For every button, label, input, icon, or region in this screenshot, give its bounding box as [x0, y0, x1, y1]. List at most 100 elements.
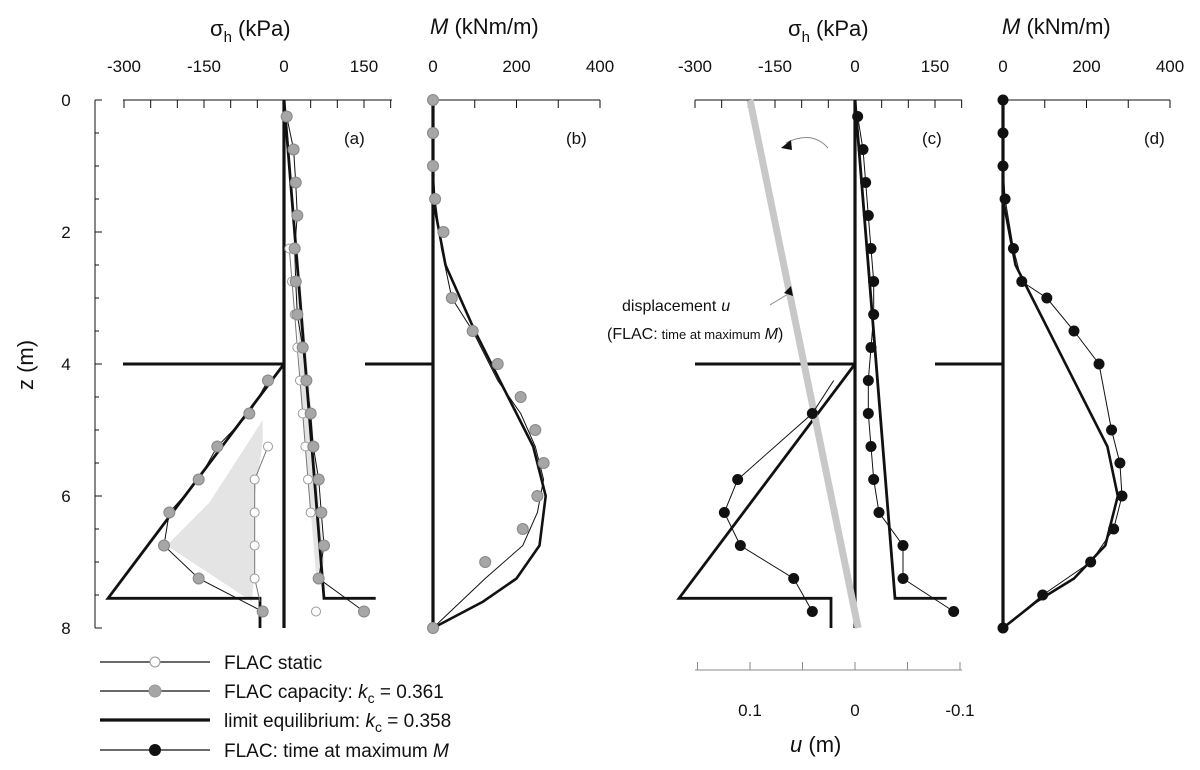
capacity-point-b	[427, 127, 439, 139]
capacity-point-a	[192, 572, 205, 585]
capacity-point-b	[479, 556, 492, 568]
maxM-point-c	[865, 342, 877, 353]
maxM-point-c	[788, 573, 800, 584]
legend-label-capacity: FLAC capacity: kc = 0.361	[224, 682, 444, 706]
maxM-point-d	[997, 127, 1009, 139]
x-axis-c-tick-label: 0	[850, 57, 859, 76]
limit-eq-passive-1	[676, 363, 857, 628]
shaded-active-region	[293, 199, 324, 576]
maxM-point-d	[997, 622, 1009, 634]
y-tick-label: 2	[61, 223, 70, 242]
capacity-point-a	[312, 572, 325, 585]
static-point-a	[249, 507, 260, 518]
capacity-point-a	[256, 605, 269, 618]
maxM-point-d	[1106, 424, 1118, 436]
capacity-point-b	[437, 226, 450, 238]
legend-marker-capacity	[148, 684, 162, 698]
axes: 0 2 4 6 8 -300 -150 0 150 0 200 400 -300 -150 0 150 0 200…	[61, 57, 1184, 720]
limit-eq-passive-0	[105, 363, 286, 628]
capacity-point-a	[262, 374, 275, 387]
annotation-arrowhead-top	[781, 140, 792, 150]
data-lines	[105, 99, 1123, 630]
legend-label-maxM: FLAC: time at maximum M	[224, 741, 449, 762]
x-axis-d-tick-label: 0	[998, 57, 1007, 76]
maxM-point-c	[718, 507, 730, 518]
limit-eq-moment-d	[1001, 100, 1120, 630]
u-axis-label: u (m)	[790, 732, 841, 757]
capacity-point-a	[291, 308, 304, 321]
capacity-point-a	[289, 275, 302, 288]
capacity-point-b	[514, 391, 527, 403]
x-axis-a-tick-label: 150	[350, 57, 378, 76]
annotation-arrow-line	[769, 293, 789, 306]
u-axis-tick-label: 0	[850, 701, 859, 720]
capacity-point-a	[289, 176, 302, 189]
capacity-point-a	[304, 407, 317, 420]
maxM-point-d	[1068, 325, 1080, 337]
capacity-point-b	[537, 457, 550, 469]
static-point-a	[263, 441, 274, 452]
panel-label-d: (d)	[1144, 129, 1165, 148]
limit-eq-active-0	[282, 99, 376, 600]
x-axis-c-tick-label: -150	[758, 57, 792, 76]
capacity-point-b	[427, 160, 439, 172]
static-point-a	[249, 474, 260, 485]
maxM-point-c	[862, 408, 874, 419]
maxM-point-c	[868, 474, 880, 485]
maxM-point-d	[997, 94, 1009, 106]
maxM-point-c	[806, 606, 818, 617]
capacity-point-a	[312, 473, 325, 486]
capacity-point-a	[317, 539, 330, 552]
capacity-line-b	[432, 100, 545, 629]
maxM-point-c	[862, 375, 874, 386]
capacity-point-a	[307, 440, 320, 453]
x-axis-d-tick-label: 200	[1072, 57, 1100, 76]
capacity-point-a	[243, 407, 256, 420]
x-axis-b-tick-label: 0	[428, 57, 437, 76]
maxM-point-c	[868, 276, 880, 287]
maxM-point-c	[734, 540, 746, 551]
maxM-point-c	[857, 144, 869, 155]
static-point-a	[305, 507, 316, 518]
maxM-line-c-right	[857, 116, 954, 612]
maxM-point-c	[873, 507, 885, 518]
maxM-point-d	[999, 193, 1011, 205]
maxM-point-c	[862, 210, 874, 221]
capacity-point-a	[163, 506, 176, 519]
x-axis-c-tick-label: -300	[678, 57, 712, 76]
capacity-point-a	[211, 440, 224, 453]
maxM-point-c	[865, 441, 877, 452]
static-point-a	[249, 540, 260, 551]
maxM-point-d	[1085, 556, 1097, 568]
x-axis-a-tick-label: -150	[187, 57, 221, 76]
y-tick-label: 8	[61, 619, 70, 638]
data-markers	[158, 94, 1128, 634]
capacity-point-b	[427, 622, 439, 634]
capacity-point-a	[315, 506, 328, 519]
x-axis-a-tick-label: -300	[107, 57, 141, 76]
capacity-point-a	[296, 341, 309, 354]
maxM-point-d	[1093, 358, 1105, 370]
shaded-regions	[166, 199, 324, 602]
static-point-a	[302, 474, 313, 485]
title-d: M (kNm/m)	[1002, 14, 1111, 39]
panel-label-c: (c)	[922, 129, 942, 148]
legend-label-static: FLAC static	[224, 653, 322, 674]
maxM-point-c	[897, 573, 909, 584]
x-axis-b-tick-label: 400	[586, 57, 614, 76]
u-axis-tick-label: -0.1	[945, 701, 974, 720]
capacity-line-a-right	[286, 116, 365, 612]
maxM-point-c	[732, 474, 744, 485]
capacity-point-a	[300, 374, 313, 387]
maxM-point-d	[997, 160, 1009, 172]
capacity-point-b	[529, 424, 542, 436]
capacity-point-a	[280, 110, 293, 123]
capacity-point-a	[288, 242, 301, 255]
maxM-point-c	[852, 111, 864, 122]
capacity-point-a	[291, 209, 304, 222]
y-tick-label: 0	[61, 91, 70, 110]
displacement-annotation-line2: (FLAC: time at maximum M)	[607, 326, 783, 343]
capacity-point-a	[158, 539, 171, 552]
maxM-point-d	[1016, 276, 1028, 287]
maxM-point-c	[868, 309, 880, 320]
